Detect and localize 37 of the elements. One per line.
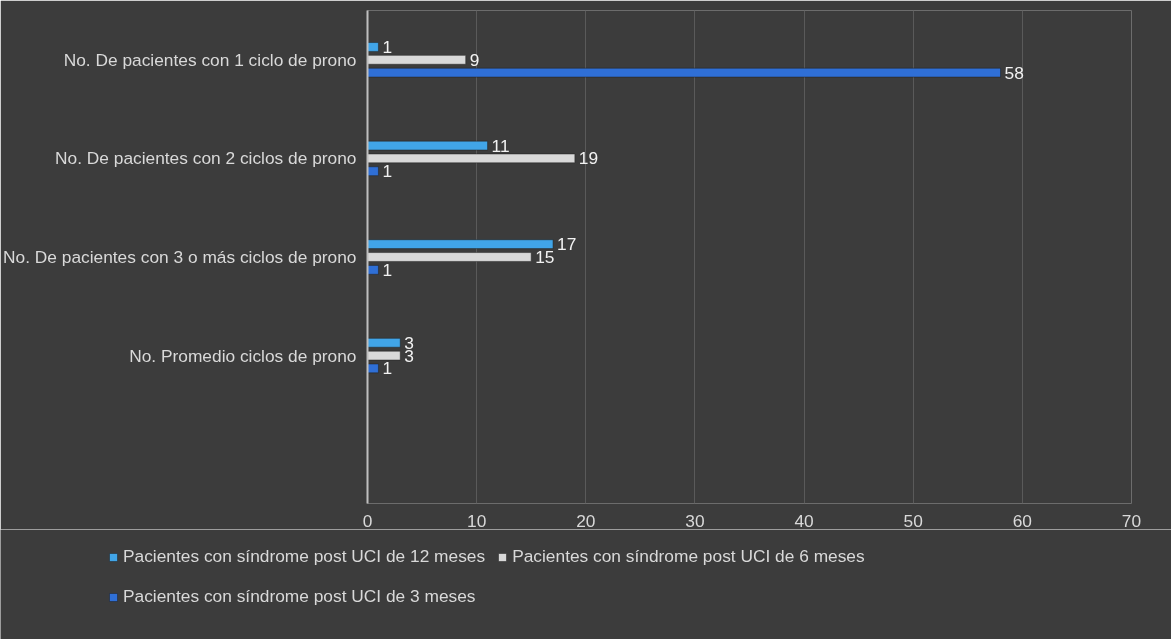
x-tick-label: 70 — [1121, 510, 1142, 531]
bar — [367, 153, 576, 164]
x-tick-label: 50 — [903, 510, 923, 531]
x-tick-label: 0 — [362, 510, 373, 531]
data-label: 11 — [491, 135, 510, 156]
data-label: 17 — [557, 234, 577, 255]
data-label: 1 — [382, 36, 393, 57]
y-tick-label: No. Promedio ciclos de prono — [129, 345, 357, 366]
x-tick-label: 10 — [467, 510, 487, 531]
data-label: 58 — [1004, 62, 1024, 83]
x-tick-label: 40 — [794, 510, 814, 531]
y-tick-label: No. De pacientes con 2 ciclos de prono — [55, 148, 357, 169]
bar — [367, 42, 379, 52]
bar — [367, 140, 488, 151]
legend-label: Pacientes con síndrome post UCI de 6 meses — [512, 546, 865, 567]
bar — [367, 166, 379, 176]
legend-label: Pacientes con síndrome post UCI de 12 meses — [123, 546, 486, 567]
data-label: 1 — [382, 259, 393, 280]
bar — [367, 265, 379, 275]
data-label: 15 — [535, 247, 555, 267]
y-tick-label: No. De pacientes con 3 o más ciclos de prono — [3, 247, 357, 267]
data-label: 19 — [578, 148, 599, 169]
legend-label: Pacientes con síndrome post UCI de 3 meses — [123, 586, 476, 607]
bar — [367, 350, 401, 361]
bar — [367, 239, 554, 249]
bar — [367, 338, 401, 348]
data-label: 1 — [382, 358, 393, 379]
bar — [367, 252, 532, 262]
data-label: 9 — [469, 49, 480, 70]
x-tick-label: 30 — [685, 510, 705, 531]
bar — [367, 55, 466, 65]
x-tick-label: 20 — [576, 510, 596, 531]
y-tick-label: No. De pacientes con 1 ciclo de prono — [63, 49, 357, 70]
bar — [367, 363, 379, 374]
x-tick-label: 60 — [1012, 510, 1032, 531]
data-label: 1 — [382, 161, 393, 182]
bar — [367, 67, 1001, 78]
